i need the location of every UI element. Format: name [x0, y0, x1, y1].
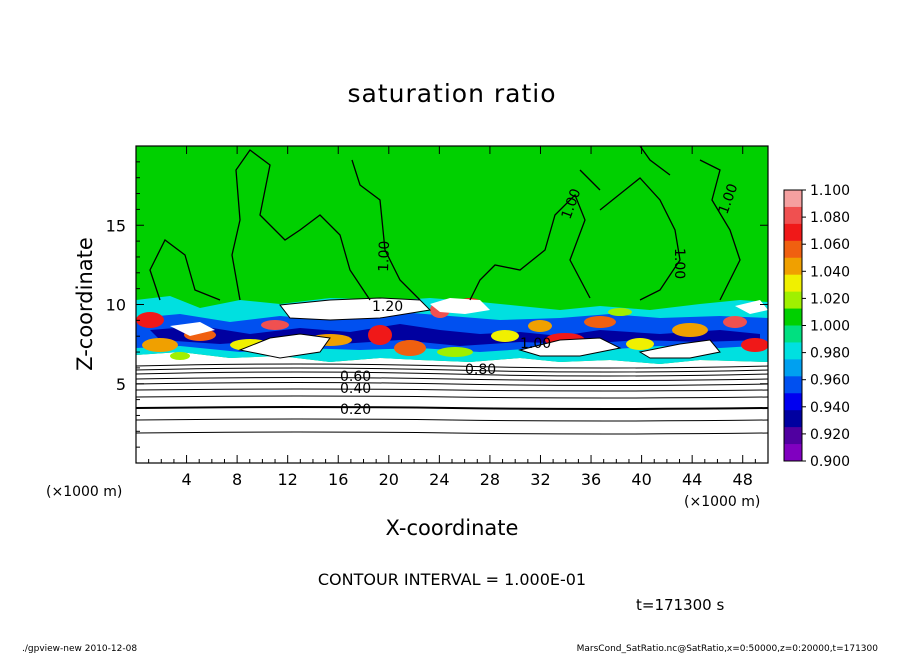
- colorbar-swatch: [784, 190, 802, 208]
- x-units-left: (×1000 m): [46, 484, 122, 500]
- contour-label-0-60: 0.60: [340, 369, 371, 385]
- colorbar-swatch: [784, 444, 802, 462]
- colorbar-label: 1.020: [810, 291, 850, 307]
- colorbar-swatch: [784, 393, 802, 411]
- contour-lines-upper: [149, 146, 741, 301]
- contour-label-1-00-d: 1.00: [671, 248, 687, 279]
- x-tick-label: 16: [328, 470, 348, 489]
- white-lenses: [170, 298, 768, 358]
- colorbar-swatch: [784, 291, 802, 310]
- colorbar-label: 0.920: [810, 427, 850, 443]
- x-units-right: (×1000 m): [684, 494, 760, 510]
- colorbar-swatch: [784, 257, 802, 276]
- colorbar-swatch: [784, 240, 802, 259]
- x-tick-label: 32: [530, 470, 550, 489]
- x-tick-label: 12: [278, 470, 298, 489]
- x-tick-label: 20: [379, 470, 399, 489]
- colorbar-swatch: [784, 359, 802, 377]
- colorbar-swatch: [784, 427, 802, 445]
- chart-title: saturation ratio: [347, 79, 556, 108]
- footer-left: ./gpview-new 2010-12-08: [22, 644, 137, 654]
- y-tick-label: 5: [116, 375, 126, 394]
- colorbar-label: 0.900: [810, 454, 850, 470]
- colorbar-swatch: [784, 325, 802, 343]
- x-tick-label: 4: [181, 470, 191, 489]
- colorbar-swatch: [784, 410, 802, 428]
- contour-lines-band: [238, 297, 721, 359]
- x-tick-label: 48: [733, 470, 753, 489]
- colorbar-swatch: [784, 308, 802, 326]
- contour-lines-lower: [136, 363, 768, 435]
- contour-label-1-00-b: 1.00: [376, 240, 393, 272]
- x-tick-label: 40: [631, 470, 651, 489]
- x-tick-label: 24: [429, 470, 449, 489]
- colorbar-label: 0.960: [810, 373, 850, 389]
- footer-right: MarsCond_SatRatio.nc@SatRatio,x=0:50000,…: [577, 644, 879, 654]
- colorbar-swatch: [784, 342, 802, 360]
- contour-interval: CONTOUR INTERVAL = 1.000E-01: [318, 570, 586, 589]
- contour-label-1-00-a: 1.00: [520, 336, 551, 352]
- plot-area: 1.20 1.00 1.00 1.00 1.00 1.00 0.80 0.60 …: [136, 146, 768, 463]
- colorbar: [783, 189, 803, 462]
- colorbar-label: 1.040: [810, 264, 850, 280]
- y-tick-label: 10: [106, 296, 126, 315]
- x-tick-label: 36: [581, 470, 601, 489]
- contour-label-1-20: 1.20: [372, 299, 403, 315]
- y-axis-ticks: 5 10 15: [106, 161, 768, 448]
- x-axis-ticks: 4 8 12 16 20 24 28 32 36 40 44 48: [148, 146, 756, 489]
- time-label: t=171300 s: [636, 596, 724, 614]
- x-tick-label: 8: [232, 470, 242, 489]
- colorbar-label: 1.000: [810, 319, 850, 335]
- contour-label-0-40: 0.40: [340, 381, 371, 397]
- colorbar-labels: 1.100 1.080 1.060 1.040 1.020 1.000 0.980 0.960…: [802, 183, 850, 470]
- colorbar-swatch: [784, 376, 802, 394]
- colorbar-swatch: [784, 206, 802, 225]
- y-tick-label: 15: [106, 216, 126, 235]
- colorbar-swatch: [784, 274, 802, 293]
- colorbar-label: 1.060: [810, 237, 850, 253]
- x-tick-label: 44: [682, 470, 702, 489]
- colorbar-label: 1.100: [810, 183, 850, 199]
- x-tick-label: 28: [480, 470, 500, 489]
- contour-label-0-20: 0.20: [340, 402, 371, 418]
- colorbar-swatch: [784, 223, 802, 242]
- colorbar-label: 0.980: [810, 346, 850, 362]
- y-axis-label: Z-coordinate: [73, 237, 97, 371]
- x-axis-label: X-coordinate: [386, 516, 519, 540]
- contour-label-0-80: 0.80: [465, 362, 496, 378]
- colorbar-label: 1.080: [810, 210, 850, 226]
- colorbar-label: 0.940: [810, 400, 850, 416]
